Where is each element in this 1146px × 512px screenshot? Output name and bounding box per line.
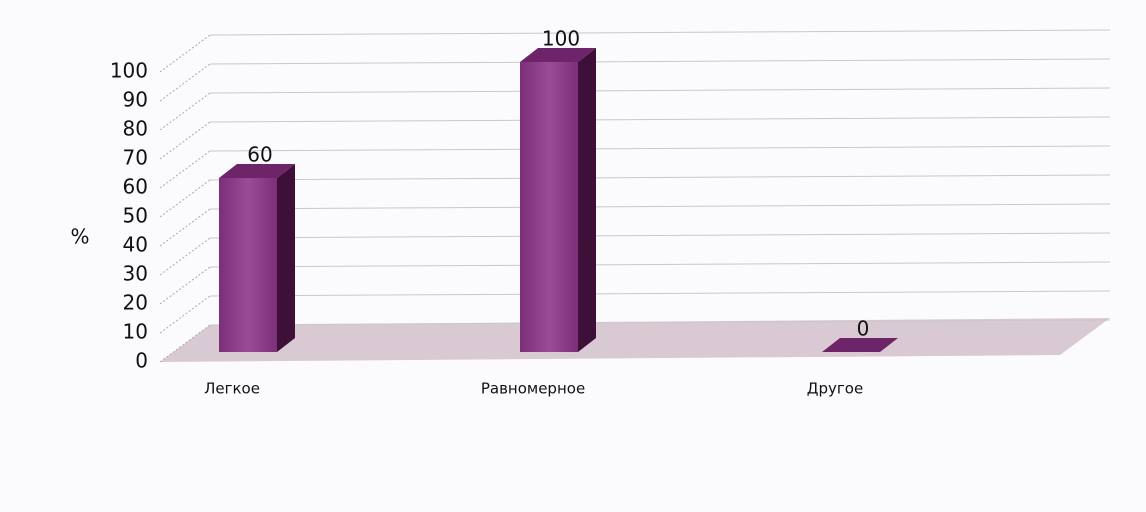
y-tick-label: 70 <box>123 146 148 170</box>
y-axis-label: % <box>70 225 89 249</box>
y-tick-label: 40 <box>123 233 148 257</box>
grid-line <box>159 150 211 189</box>
y-tick-label: 10 <box>123 320 148 344</box>
grid-line <box>209 87 1111 94</box>
bar-side <box>578 48 596 352</box>
y-tick-label: 30 <box>123 262 148 286</box>
bar-top <box>520 48 596 62</box>
bar-front <box>520 62 578 352</box>
y-tick-label: 60 <box>123 175 148 199</box>
y-tick-label: 100 <box>110 59 148 83</box>
grid-line <box>209 116 1111 123</box>
bar-top <box>219 164 295 178</box>
bar <box>520 48 596 352</box>
bar <box>219 164 295 352</box>
data-label: 100 <box>542 27 580 51</box>
y-tick-label: 90 <box>123 88 148 112</box>
grid-line <box>159 63 211 102</box>
grid-line <box>209 174 1111 181</box>
grid-line <box>159 266 211 305</box>
grid-line <box>159 34 211 73</box>
y-tick-label: 0 <box>135 349 148 373</box>
data-label: 0 <box>857 317 870 341</box>
grid-line <box>209 290 1111 297</box>
x-tick-label: Равномерное <box>481 380 585 398</box>
grid-line <box>159 121 211 160</box>
grid-line <box>159 237 211 276</box>
grid-line <box>209 58 1111 65</box>
y-tick-label: 20 <box>123 291 148 315</box>
bar-top <box>822 338 898 352</box>
grid-line <box>209 319 1111 326</box>
grid-line <box>209 145 1111 152</box>
bar-side <box>277 164 295 352</box>
y-tick-label: 80 <box>123 117 148 141</box>
grid-line <box>209 261 1111 268</box>
data-label: 60 <box>247 143 272 167</box>
grid-line <box>159 92 211 131</box>
grid-line <box>159 179 211 218</box>
grid-line <box>209 232 1111 239</box>
x-tick-label: Легкое <box>204 380 260 398</box>
grid-line <box>209 29 1111 36</box>
grid-line <box>159 295 211 334</box>
x-tick-label: Другое <box>807 380 863 398</box>
bar <box>822 338 898 352</box>
grid-line <box>209 203 1111 210</box>
y-tick-label: 50 <box>123 204 148 228</box>
grid-line <box>159 208 211 247</box>
bar-front <box>219 178 277 352</box>
